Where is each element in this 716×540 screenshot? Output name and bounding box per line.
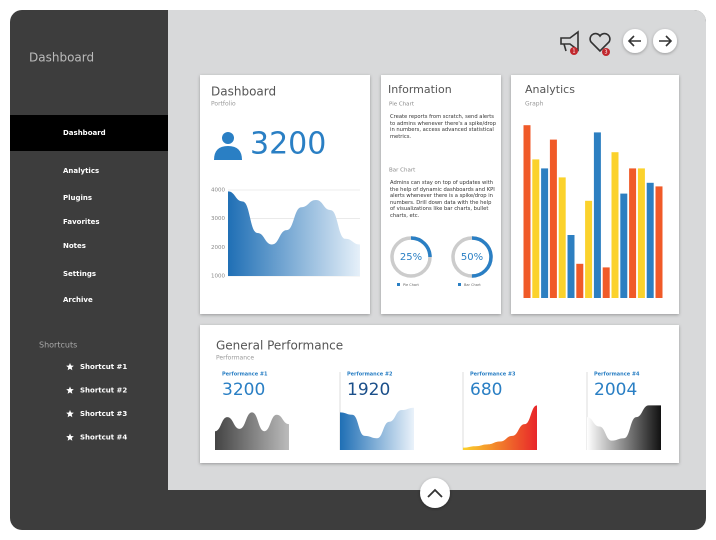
menu-item[interactable]: Dashboard bbox=[63, 129, 106, 137]
bar bbox=[567, 235, 575, 298]
menu-item[interactable]: Favorites bbox=[63, 218, 100, 226]
section-heading: Bar Chart bbox=[389, 168, 416, 174]
legend-swatch bbox=[458, 283, 461, 286]
star-icon bbox=[66, 386, 74, 394]
shortcut-item[interactable]: Shortcut #2 bbox=[80, 387, 127, 395]
area bbox=[228, 191, 360, 276]
megaphone-icon[interactable] bbox=[560, 30, 579, 52]
panel-label: Performance #1 bbox=[222, 372, 268, 378]
bar bbox=[646, 182, 654, 298]
bar bbox=[523, 125, 531, 298]
menu-item[interactable]: Settings bbox=[63, 270, 96, 278]
scroll-up-button[interactable] bbox=[420, 478, 450, 508]
bar bbox=[558, 177, 566, 298]
bar bbox=[532, 159, 540, 298]
badge-count: 3 bbox=[604, 50, 607, 56]
card-subtitle: Graph bbox=[525, 101, 544, 108]
card-title: Information bbox=[388, 83, 452, 96]
donut-label: 50% bbox=[461, 252, 483, 263]
donut-arc bbox=[451, 236, 493, 278]
panel-value: 2004 bbox=[594, 380, 637, 400]
bar bbox=[655, 186, 663, 298]
panel-value: 1920 bbox=[347, 380, 390, 400]
sidebar-title: Dashboard bbox=[29, 51, 94, 65]
donut-arc bbox=[390, 236, 432, 278]
bar bbox=[620, 193, 628, 298]
bar bbox=[541, 168, 549, 298]
panel-value: 680 bbox=[470, 380, 502, 400]
bar bbox=[585, 200, 593, 298]
person-icon bbox=[214, 132, 242, 160]
shortcuts-title: Shortcuts bbox=[39, 341, 77, 350]
active-item bbox=[10, 115, 168, 151]
mini-area bbox=[463, 405, 537, 450]
y-tick-label: 2000 bbox=[211, 245, 225, 251]
shortcut-item[interactable]: Shortcut #3 bbox=[80, 410, 127, 418]
panel-label: Performance #3 bbox=[470, 372, 516, 378]
shortcut-item[interactable]: Shortcut #1 bbox=[80, 363, 127, 371]
legend-swatch bbox=[397, 283, 400, 286]
card-subtitle: Performance bbox=[216, 355, 254, 362]
bar bbox=[611, 152, 619, 298]
panel-label: Performance #2 bbox=[347, 372, 393, 378]
paragraph: Admins can stay on top of updates with t… bbox=[390, 180, 495, 219]
bar bbox=[637, 168, 645, 298]
mini-area bbox=[587, 405, 661, 450]
card-title: General Performance bbox=[216, 339, 343, 353]
card-title: Dashboard bbox=[211, 85, 276, 99]
mini-area bbox=[340, 407, 414, 450]
arrow-icon bbox=[659, 35, 673, 47]
donut-label: 25% bbox=[400, 252, 422, 263]
card bbox=[200, 75, 370, 314]
panel-label: Performance #4 bbox=[594, 372, 640, 378]
bar bbox=[629, 168, 637, 298]
menu-item[interactable]: Analytics bbox=[63, 167, 99, 175]
menu-item[interactable]: Archive bbox=[63, 296, 93, 304]
chevron-icon bbox=[427, 488, 443, 498]
heart-icon[interactable] bbox=[589, 32, 611, 53]
kpi-value: 3200 bbox=[250, 127, 326, 162]
y-tick-label: 4000 bbox=[211, 188, 225, 194]
menu-item[interactable]: Notes bbox=[63, 242, 86, 250]
badge bbox=[570, 47, 578, 55]
bar bbox=[593, 132, 601, 298]
panel-value: 3200 bbox=[222, 380, 265, 400]
shortcut-item[interactable]: Shortcut #4 bbox=[80, 434, 127, 442]
arrow-icon bbox=[627, 35, 641, 47]
card-subtitle: Portfolio bbox=[211, 101, 236, 108]
bar bbox=[549, 139, 557, 298]
badge bbox=[602, 48, 610, 56]
paragraph: Create reports from scratch, send alerts… bbox=[390, 114, 497, 140]
card-title: Analytics bbox=[525, 83, 575, 96]
bar bbox=[602, 267, 610, 298]
star-icon bbox=[66, 410, 74, 418]
star-icon bbox=[66, 363, 74, 371]
y-tick-label: 3000 bbox=[211, 216, 225, 222]
badge-count: 1 bbox=[572, 49, 575, 55]
mini-area bbox=[215, 412, 289, 450]
section-heading: Pie Chart bbox=[389, 102, 415, 108]
legend-label: Bar Chart bbox=[464, 283, 481, 287]
y-tick-label: 1000 bbox=[211, 274, 225, 280]
star-icon bbox=[66, 433, 74, 441]
legend-label: Pie Chart bbox=[403, 283, 420, 287]
menu-item[interactable]: Plugins bbox=[63, 194, 92, 202]
bar bbox=[576, 263, 584, 298]
